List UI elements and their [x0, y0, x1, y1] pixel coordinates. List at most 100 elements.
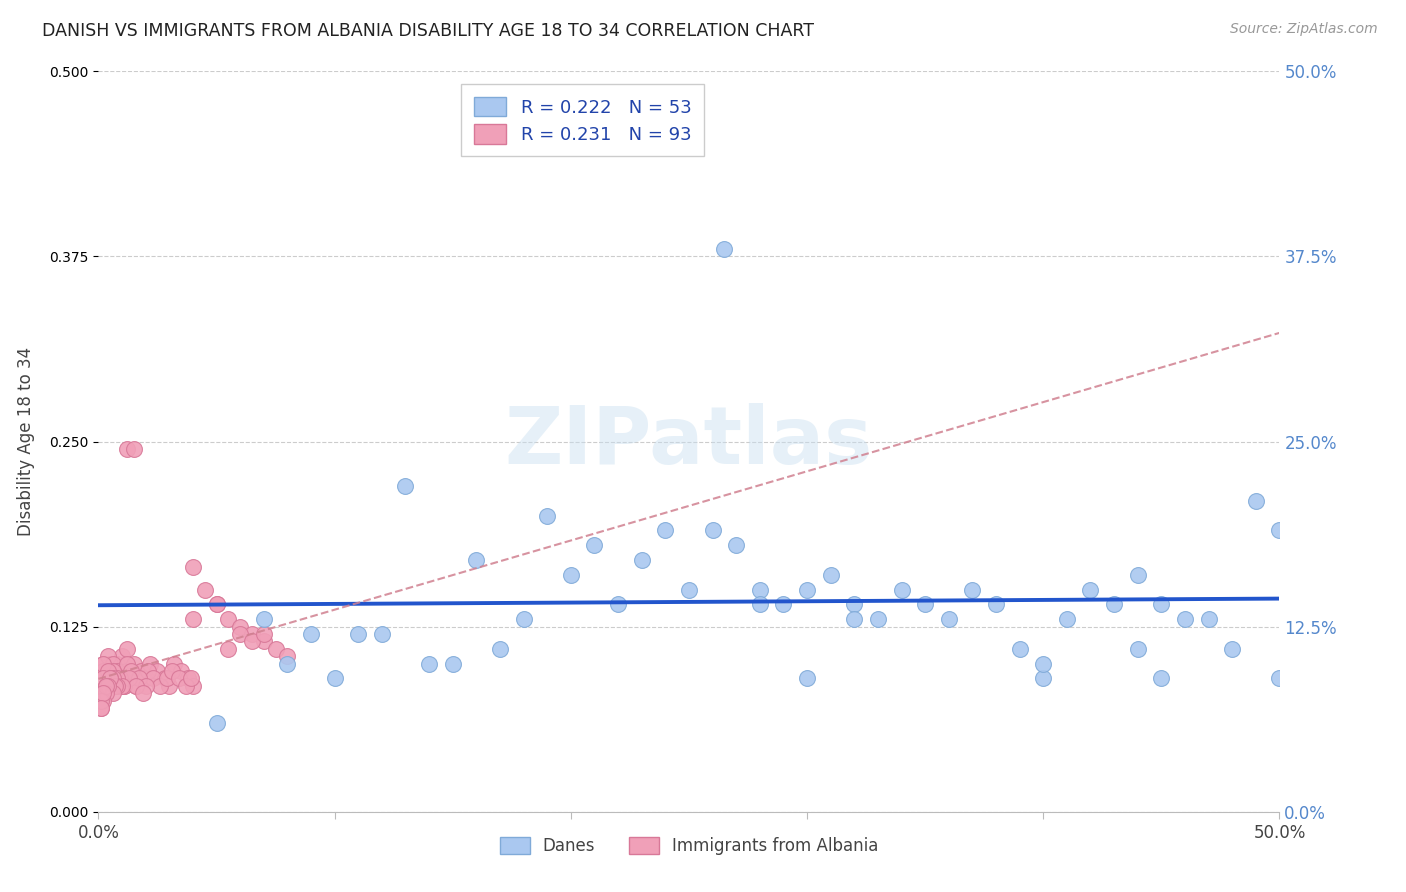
Point [253, 627, 276, 641]
Point [181, 612, 204, 626]
Point [229, 619, 252, 633]
Point [678, 582, 700, 597]
Point [276, 649, 298, 664]
Point [91, 657, 114, 671]
Point [97, 649, 120, 664]
Point [111, 672, 134, 686]
Text: ZIPatlas: ZIPatlas [505, 402, 873, 481]
Point [91, 664, 114, 678]
Point [323, 672, 346, 686]
Point [1220, 641, 1243, 656]
Point [94, 664, 117, 678]
Y-axis label: Disability Age 18 to 34: Disability Age 18 to 34 [17, 347, 35, 536]
Point [796, 672, 818, 686]
Point [205, 598, 228, 612]
Text: DANISH VS IMMIGRANTS FROM ALBANIA DISABILITY AGE 18 TO 34 CORRELATION CHART: DANISH VS IMMIGRANTS FROM ALBANIA DISABI… [42, 22, 814, 40]
Point [890, 582, 912, 597]
Point [132, 672, 155, 686]
Point [98, 657, 121, 671]
Point [229, 627, 252, 641]
Point [181, 679, 204, 693]
Point [748, 598, 770, 612]
Point [253, 634, 276, 648]
Point [276, 657, 298, 671]
Point [180, 672, 202, 686]
Point [796, 582, 818, 597]
Point [489, 641, 512, 656]
Point [112, 679, 135, 693]
Point [820, 567, 842, 582]
Point [135, 672, 157, 686]
Point [938, 612, 960, 626]
Point [205, 598, 228, 612]
Point [160, 664, 183, 678]
Point [167, 672, 190, 686]
Point [153, 672, 176, 686]
Point [1150, 672, 1173, 686]
Point [1198, 612, 1220, 626]
Point [129, 664, 152, 678]
Point [1008, 641, 1031, 656]
Point [1126, 641, 1149, 656]
Point [163, 657, 186, 671]
Point [136, 664, 159, 678]
Point [170, 664, 193, 678]
Point [94, 679, 117, 693]
Point [1126, 567, 1149, 582]
Point [1244, 493, 1267, 508]
Point [105, 664, 128, 678]
Point [772, 598, 794, 612]
Point [98, 672, 121, 686]
Point [108, 672, 131, 686]
Point [299, 627, 322, 641]
Point [104, 679, 127, 693]
Point [177, 672, 200, 686]
Point [105, 657, 128, 671]
Point [418, 657, 440, 671]
Point [181, 560, 204, 574]
Point [174, 679, 197, 693]
Point [94, 679, 117, 693]
Point [253, 612, 276, 626]
Point [121, 664, 143, 678]
Point [1102, 598, 1125, 612]
Point [98, 672, 121, 686]
Point [240, 634, 263, 648]
Point [98, 672, 121, 686]
Point [101, 686, 124, 700]
Point [91, 657, 114, 671]
Point [1174, 612, 1197, 626]
Point [97, 664, 120, 678]
Legend: Danes, Immigrants from Albania: Danes, Immigrants from Albania [499, 837, 879, 855]
Point [512, 612, 534, 626]
Point [347, 627, 370, 641]
Point [105, 679, 128, 693]
Point [205, 715, 228, 730]
Point [1032, 672, 1054, 686]
Point [1032, 657, 1054, 671]
Point [194, 582, 217, 597]
Point [142, 672, 165, 686]
Point [844, 598, 866, 612]
Point [94, 679, 117, 693]
Point [91, 686, 114, 700]
Point [1268, 524, 1291, 538]
Point [630, 553, 652, 567]
Point [90, 701, 112, 715]
Point [135, 679, 157, 693]
Point [97, 679, 120, 693]
Point [371, 627, 394, 641]
Point [91, 686, 114, 700]
Point [441, 657, 464, 671]
Point [118, 672, 141, 686]
Text: Source: ZipAtlas.com: Source: ZipAtlas.com [1230, 22, 1378, 37]
Point [702, 524, 724, 538]
Point [240, 627, 263, 641]
Point [128, 672, 150, 686]
Point [115, 641, 138, 656]
Point [725, 538, 748, 552]
Point [157, 679, 180, 693]
Point [654, 524, 676, 538]
Point [607, 598, 630, 612]
Point [583, 538, 606, 552]
